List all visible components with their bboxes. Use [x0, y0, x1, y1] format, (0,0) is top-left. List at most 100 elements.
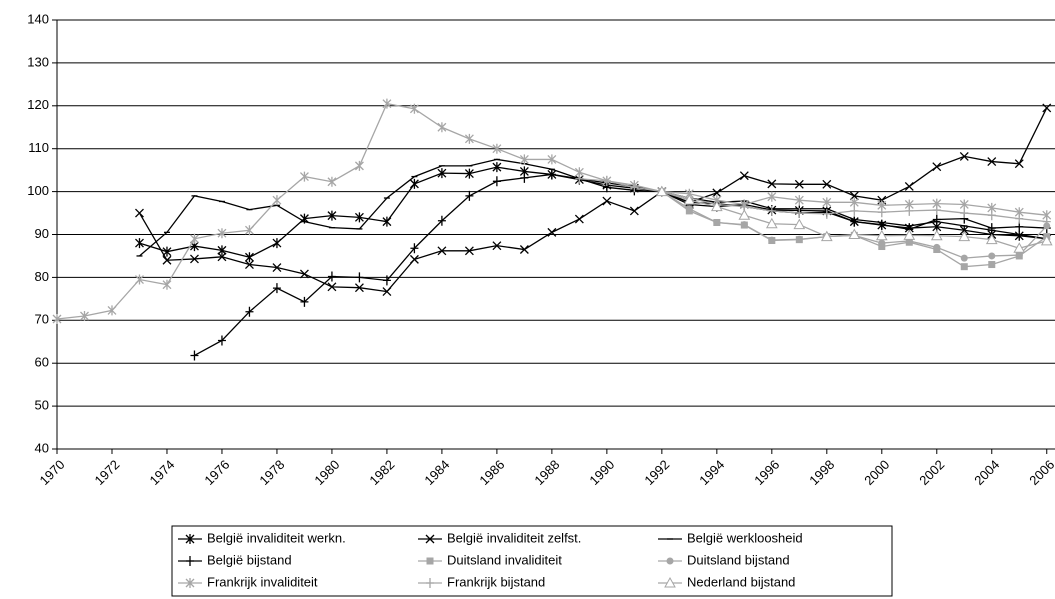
point	[437, 246, 447, 256]
point	[327, 210, 337, 221]
point	[850, 205, 859, 216]
point	[877, 207, 886, 218]
point	[960, 254, 968, 262]
point	[987, 223, 996, 234]
x-tick-label: 1982	[366, 457, 397, 488]
legend-label: België invaliditeit werkn.	[207, 530, 346, 545]
point	[437, 215, 446, 226]
point	[327, 271, 336, 282]
point	[520, 172, 529, 183]
legend-label: Frankrijk bijstand	[447, 574, 545, 589]
x-tick-label: 1974	[146, 457, 177, 488]
point	[1040, 234, 1053, 246]
point	[877, 219, 886, 230]
point	[850, 216, 859, 227]
point	[547, 154, 557, 165]
y-tick-label: 140	[27, 11, 49, 26]
x-tick-label: 1976	[201, 457, 232, 488]
point	[244, 252, 254, 263]
point	[930, 229, 943, 241]
point	[354, 283, 364, 293]
y-tick-label: 40	[35, 440, 49, 455]
point	[987, 157, 997, 167]
point	[244, 225, 254, 236]
point	[299, 171, 309, 182]
point	[426, 578, 434, 588]
series-line	[139, 158, 1047, 257]
point	[960, 263, 968, 271]
legend-label: België werkloosheid	[687, 530, 803, 545]
point	[519, 245, 529, 254]
point	[932, 214, 941, 225]
x-tick-label: 1994	[696, 457, 727, 488]
point	[162, 246, 172, 257]
point	[464, 168, 474, 179]
point	[1042, 103, 1052, 113]
point	[905, 205, 914, 216]
point	[52, 314, 62, 325]
point	[190, 350, 199, 361]
point	[822, 208, 831, 219]
point	[162, 279, 172, 290]
x-tick-label: 1998	[806, 457, 837, 488]
point	[409, 254, 419, 264]
point	[987, 210, 996, 221]
point	[932, 205, 941, 216]
y-tick-label: 100	[27, 183, 49, 198]
point	[382, 287, 392, 297]
point	[849, 191, 859, 201]
y-tick-label: 70	[35, 312, 49, 327]
point	[666, 557, 674, 565]
x-tick-label: 1990	[586, 457, 617, 488]
x-tick-label: 2004	[971, 457, 1002, 488]
x-tick-label: 1984	[421, 457, 452, 488]
x-tick-label: 2002	[916, 457, 947, 488]
legend-label: België bijstand	[207, 552, 292, 567]
point	[959, 151, 969, 161]
point	[437, 122, 447, 133]
legend-label: Frankrijk invaliditeit	[207, 574, 318, 589]
point	[464, 246, 474, 256]
point	[793, 218, 806, 230]
x-tick-label: 1978	[256, 457, 287, 488]
point	[245, 306, 254, 317]
point	[1042, 216, 1051, 227]
point	[710, 200, 723, 212]
point	[739, 171, 749, 181]
point	[327, 282, 337, 292]
point	[272, 283, 281, 294]
series-line	[194, 173, 1047, 357]
point	[217, 245, 227, 256]
point	[382, 98, 392, 109]
point	[767, 191, 777, 202]
point	[464, 133, 474, 144]
point	[135, 238, 144, 249]
x-tick-label: 1970	[36, 457, 67, 488]
point	[988, 261, 996, 269]
point	[190, 233, 199, 244]
x-tick-label: 2006	[1026, 457, 1055, 488]
point	[820, 230, 833, 242]
legend-label: België invaliditeit zelfst.	[447, 530, 581, 545]
point	[959, 199, 969, 210]
y-tick-label: 80	[35, 269, 49, 284]
point	[355, 272, 364, 283]
point	[795, 235, 803, 243]
point	[767, 179, 777, 189]
point	[768, 236, 776, 244]
point	[794, 195, 804, 206]
point	[574, 214, 584, 224]
legend-label: Duitsland bijstand	[687, 552, 790, 567]
point	[80, 311, 89, 322]
point	[933, 243, 941, 251]
point	[426, 557, 434, 565]
point	[795, 208, 804, 219]
point	[519, 154, 529, 165]
point	[960, 208, 969, 219]
point	[492, 176, 501, 187]
point	[903, 229, 916, 240]
series-line	[138, 107, 1048, 293]
point	[492, 143, 502, 154]
point	[272, 195, 282, 206]
